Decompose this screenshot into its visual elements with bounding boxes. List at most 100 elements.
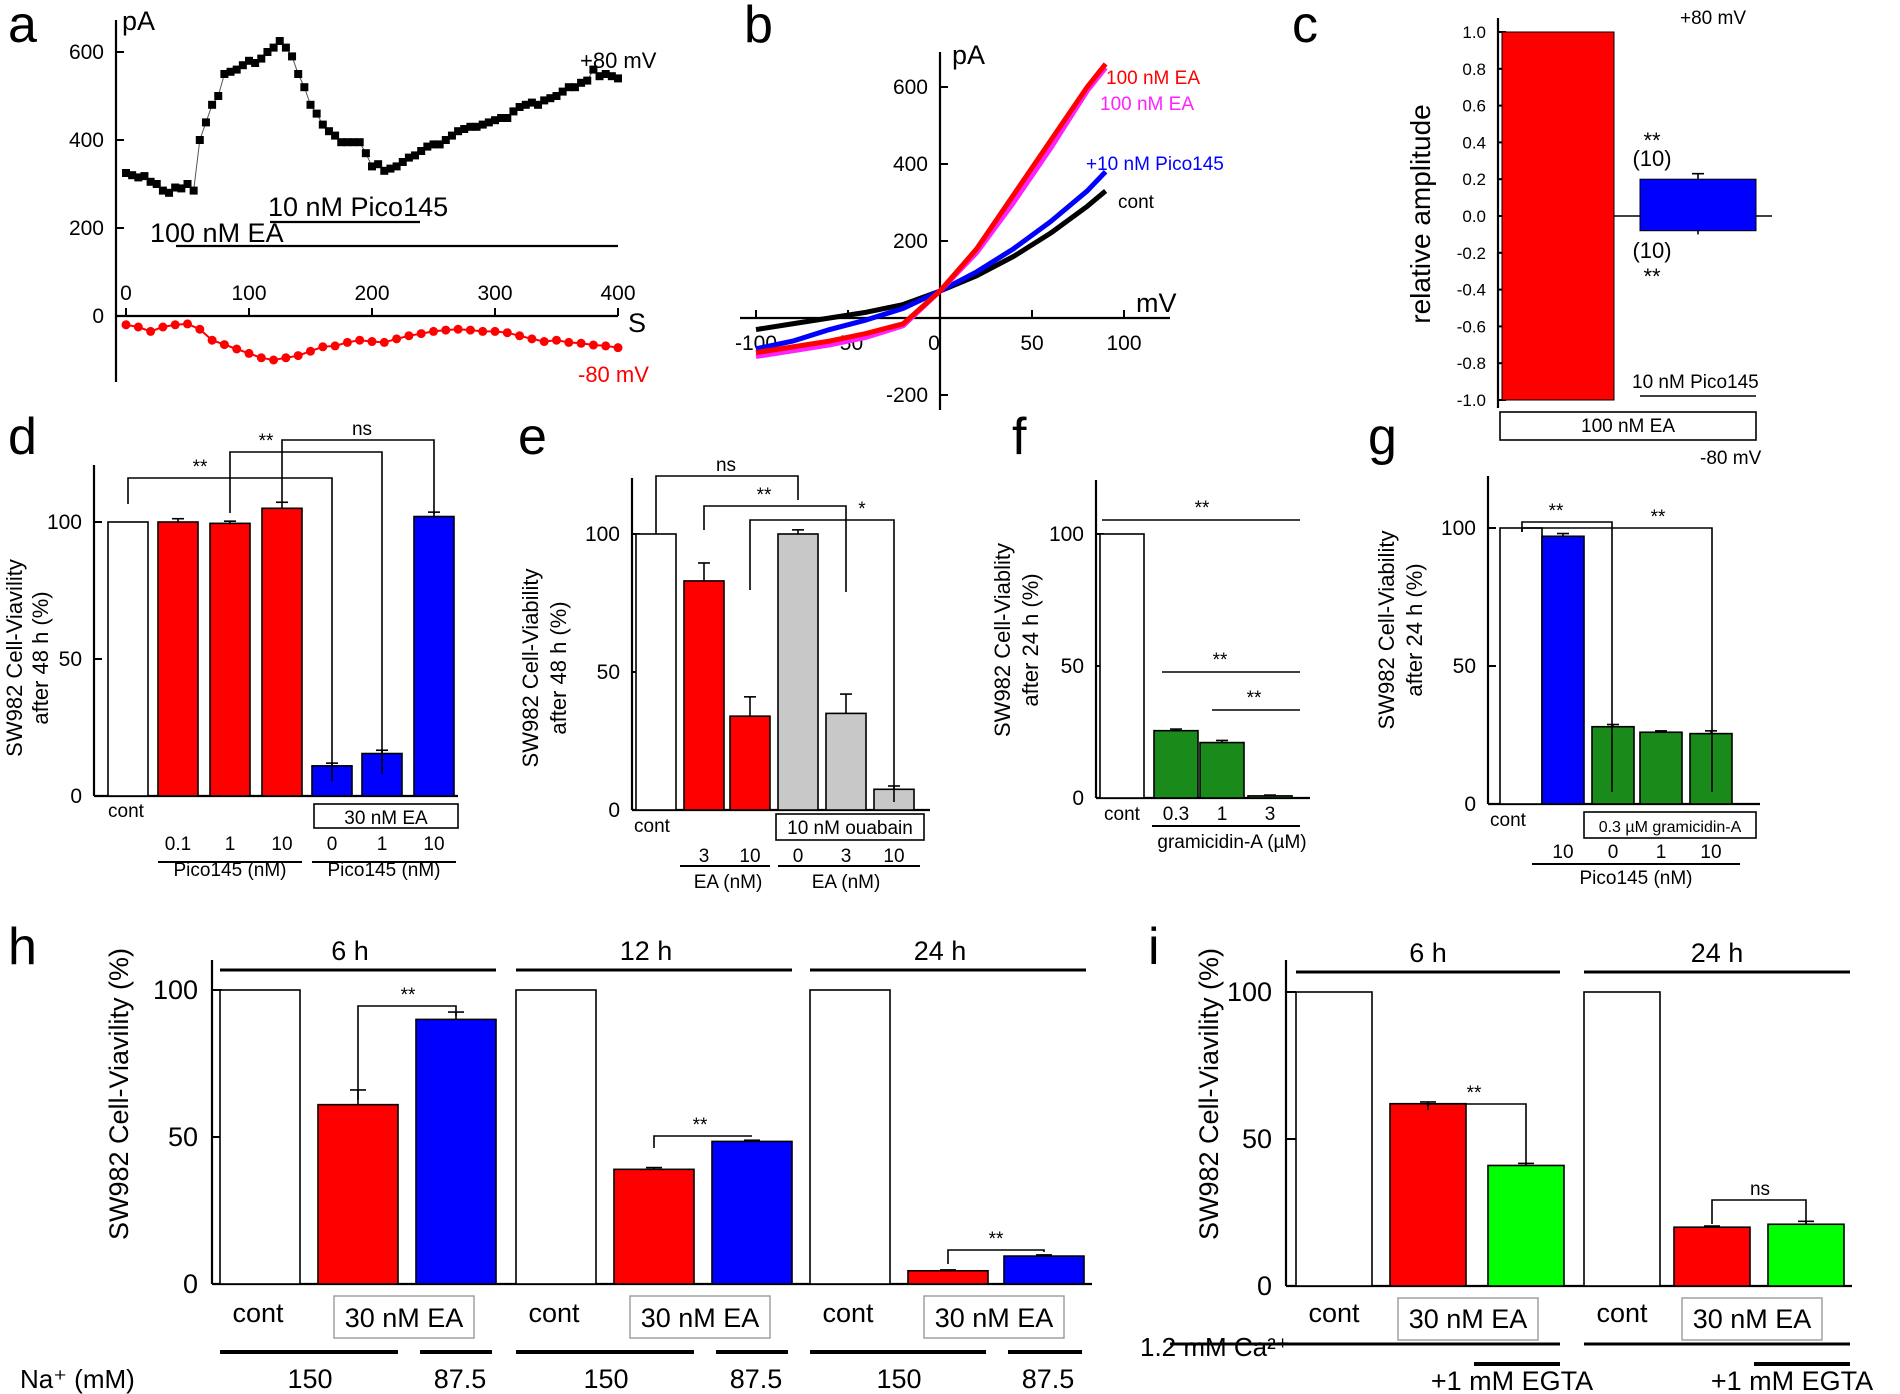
ytick-label: 50 bbox=[1061, 655, 1084, 678]
panel-a-point-plus80 bbox=[484, 118, 493, 127]
panel-b-curve bbox=[755, 189, 1108, 333]
panel-a-xtick-label: 100 bbox=[231, 282, 266, 305]
panel-a-point-plus80 bbox=[577, 78, 586, 87]
bar bbox=[209, 522, 251, 797]
bar bbox=[711, 1140, 793, 1285]
panel-a-point-minus80 bbox=[416, 329, 426, 339]
bar bbox=[157, 521, 199, 797]
panel-a-point-plus80 bbox=[497, 114, 506, 122]
panel-a-point-plus80 bbox=[238, 61, 247, 70]
panel-b-ylabel: pA bbox=[952, 40, 985, 70]
panel-a-label-minus80: -80 mV bbox=[578, 362, 649, 387]
panel-a-point-minus80 bbox=[527, 334, 537, 344]
bar bbox=[515, 989, 597, 1285]
panel-a-point-minus80 bbox=[232, 344, 242, 354]
panel-a-point-minus80 bbox=[379, 337, 389, 347]
panel-a-point-minus80 bbox=[465, 325, 475, 335]
significance-label: ** bbox=[1247, 688, 1262, 709]
panel-a-label-plus80: +80 mV bbox=[580, 48, 657, 73]
panel-a-point-plus80 bbox=[607, 72, 616, 81]
panel-b-legend-cont: cont bbox=[1118, 192, 1155, 213]
panel-a-point-minus80 bbox=[588, 340, 598, 350]
panel-a-ytick-label: 400 bbox=[69, 129, 104, 152]
panel-a-point-plus80 bbox=[257, 54, 266, 63]
panel-b-legend-ea-red: 100 nM EA bbox=[1106, 68, 1200, 89]
bar bbox=[1689, 732, 1733, 805]
panel-f-letter: f bbox=[1012, 408, 1027, 466]
panel-a-ytick-label: 200 bbox=[69, 217, 104, 240]
panel-b-curve bbox=[755, 62, 1108, 356]
panel-c-ea-box bbox=[1499, 411, 1757, 441]
panel-a-point-plus80 bbox=[589, 65, 598, 74]
ytick-label: 50 bbox=[59, 648, 82, 671]
panel-i: i SW982 Cell-Viavility (%) 100 50 0 6 h cont… bbox=[1140, 918, 1873, 1394]
bar bbox=[1583, 991, 1661, 1287]
panel-a-point-plus80 bbox=[201, 118, 210, 127]
panel-a-point-plus80 bbox=[134, 173, 143, 182]
significance-label: * bbox=[858, 499, 866, 520]
group-label: Pico145 (nM) bbox=[174, 860, 287, 881]
panel-a-point-minus80 bbox=[404, 331, 414, 341]
condition-box bbox=[1397, 1297, 1539, 1341]
group-label: Pico145 (nM) bbox=[1580, 868, 1693, 889]
bar bbox=[415, 1018, 497, 1285]
panel-a-point-minus80 bbox=[552, 335, 561, 345]
panel-a-letter: a bbox=[8, 0, 37, 54]
panel-a-point-minus80 bbox=[183, 319, 192, 329]
significance-label: ** bbox=[1195, 498, 1210, 519]
category-label: cont bbox=[108, 801, 145, 822]
panel-a-point-plus80 bbox=[454, 127, 463, 136]
ytick-label: 50 bbox=[1453, 655, 1476, 678]
panel-a-point-plus80 bbox=[318, 120, 327, 129]
condition-label: 30 nM EA bbox=[1409, 1304, 1528, 1334]
panel-a-point-plus80 bbox=[349, 138, 358, 147]
group-label: Pico145 (nM) bbox=[328, 860, 441, 881]
condition-box bbox=[333, 1295, 475, 1339]
significance-label: ** bbox=[989, 1229, 1004, 1250]
panel-a-point-minus80 bbox=[121, 320, 131, 330]
panel-b-legend-pico: +10 nM Pico145 bbox=[1086, 154, 1224, 175]
panel-b-xtick-label: 0 bbox=[928, 332, 940, 355]
condition-box bbox=[1583, 811, 1757, 839]
panel-b-series bbox=[755, 62, 1108, 359]
panel-f: f SW982 Cell-Viablity after 24 h (%) 100… bbox=[990, 408, 1310, 853]
panel-a-x-ticks: 0 100 200 300 400 bbox=[120, 282, 636, 316]
panel-b-letter: b bbox=[744, 0, 773, 54]
panel-c-y-ticks: 1.0 0.8 0.6 0.4 0.2 0.0 -0.2 -0.4 -0.6 -0.8 -1.0 bbox=[1457, 23, 1506, 410]
cont-label: cont bbox=[232, 1298, 284, 1328]
panel-a-ytick-label: 600 bbox=[69, 41, 104, 64]
panel-b-legend-ea-magenta: 100 nM EA bbox=[1100, 94, 1194, 115]
panel-c-ytick-label: 1.0 bbox=[1462, 23, 1486, 42]
panel-a-point-minus80 bbox=[170, 320, 180, 330]
ytick-label: 100 bbox=[1049, 523, 1084, 546]
panel-a-point-plus80 bbox=[460, 125, 469, 133]
panel-a-point-minus80 bbox=[146, 326, 156, 336]
panel-a-point-minus80 bbox=[576, 338, 586, 348]
significance-label: ** bbox=[1549, 501, 1564, 522]
panel-a-xtick-label: 300 bbox=[477, 282, 512, 305]
panel-a-point-plus80 bbox=[491, 116, 499, 125]
panel-c-n-top: (10) bbox=[1632, 146, 1671, 171]
category-label: 3 bbox=[699, 846, 710, 867]
panel-c-ytick-label: -0.4 bbox=[1457, 281, 1486, 300]
panel-b-xlabel: mV bbox=[1136, 288, 1177, 318]
panel-a-point-minus80 bbox=[244, 348, 254, 358]
significance-label: ns bbox=[716, 455, 736, 476]
panel-a-point-minus80 bbox=[478, 326, 488, 336]
panel-a-label-ea: 100 nM EA bbox=[150, 218, 284, 248]
panel-a-point-plus80 bbox=[472, 122, 481, 131]
na-label: Na⁺ (mM) bbox=[20, 1364, 135, 1394]
panel-a-point-minus80 bbox=[515, 331, 525, 341]
panel-c-label-ea: 100 nM EA bbox=[1581, 416, 1675, 437]
bar bbox=[107, 521, 149, 797]
significance-bracket bbox=[1521, 521, 1613, 792]
panel-a-point-plus80 bbox=[509, 107, 518, 116]
bar bbox=[1247, 795, 1293, 799]
na-value: 87.5 bbox=[1022, 1364, 1075, 1394]
panel-a-point-plus80 bbox=[429, 140, 438, 149]
panel-a-point-plus80 bbox=[232, 65, 241, 74]
panel-c-sig-bottom: ** bbox=[1643, 264, 1661, 289]
panel-a-point-plus80 bbox=[331, 131, 340, 140]
panel-a-point-plus80 bbox=[128, 171, 137, 180]
